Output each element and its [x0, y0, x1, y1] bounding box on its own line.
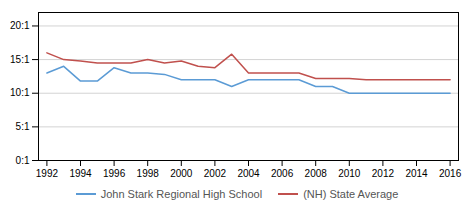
- svg-text:2014: 2014: [405, 168, 428, 179]
- svg-text:10:1: 10:1: [10, 87, 30, 98]
- html-text:(NH) State Average: (NH) State Average: [303, 188, 399, 200]
- svg-text:1992: 1992: [36, 168, 59, 179]
- html-text:John Stark Regional High Schoo: John Stark Regional High School: [100, 188, 263, 200]
- svg-text:20:1: 20:1: [10, 20, 30, 31]
- svg-text:2010: 2010: [338, 168, 361, 179]
- svg-text:2012: 2012: [372, 168, 395, 179]
- svg-text:1998: 1998: [137, 168, 160, 179]
- svg-text:2000: 2000: [170, 168, 193, 179]
- svg-text:15:1: 15:1: [10, 54, 30, 65]
- svg-text:2008: 2008: [305, 168, 328, 179]
- svg-text:1996: 1996: [103, 168, 126, 179]
- svg-text:2016: 2016: [439, 168, 462, 179]
- svg-text:2004: 2004: [237, 168, 260, 179]
- svg-text:2006: 2006: [271, 168, 294, 179]
- svg-text:1994: 1994: [69, 168, 92, 179]
- svg-text:5:1: 5:1: [16, 121, 30, 132]
- svg-text:2002: 2002: [204, 168, 227, 179]
- svg-text:0:1: 0:1: [16, 155, 30, 166]
